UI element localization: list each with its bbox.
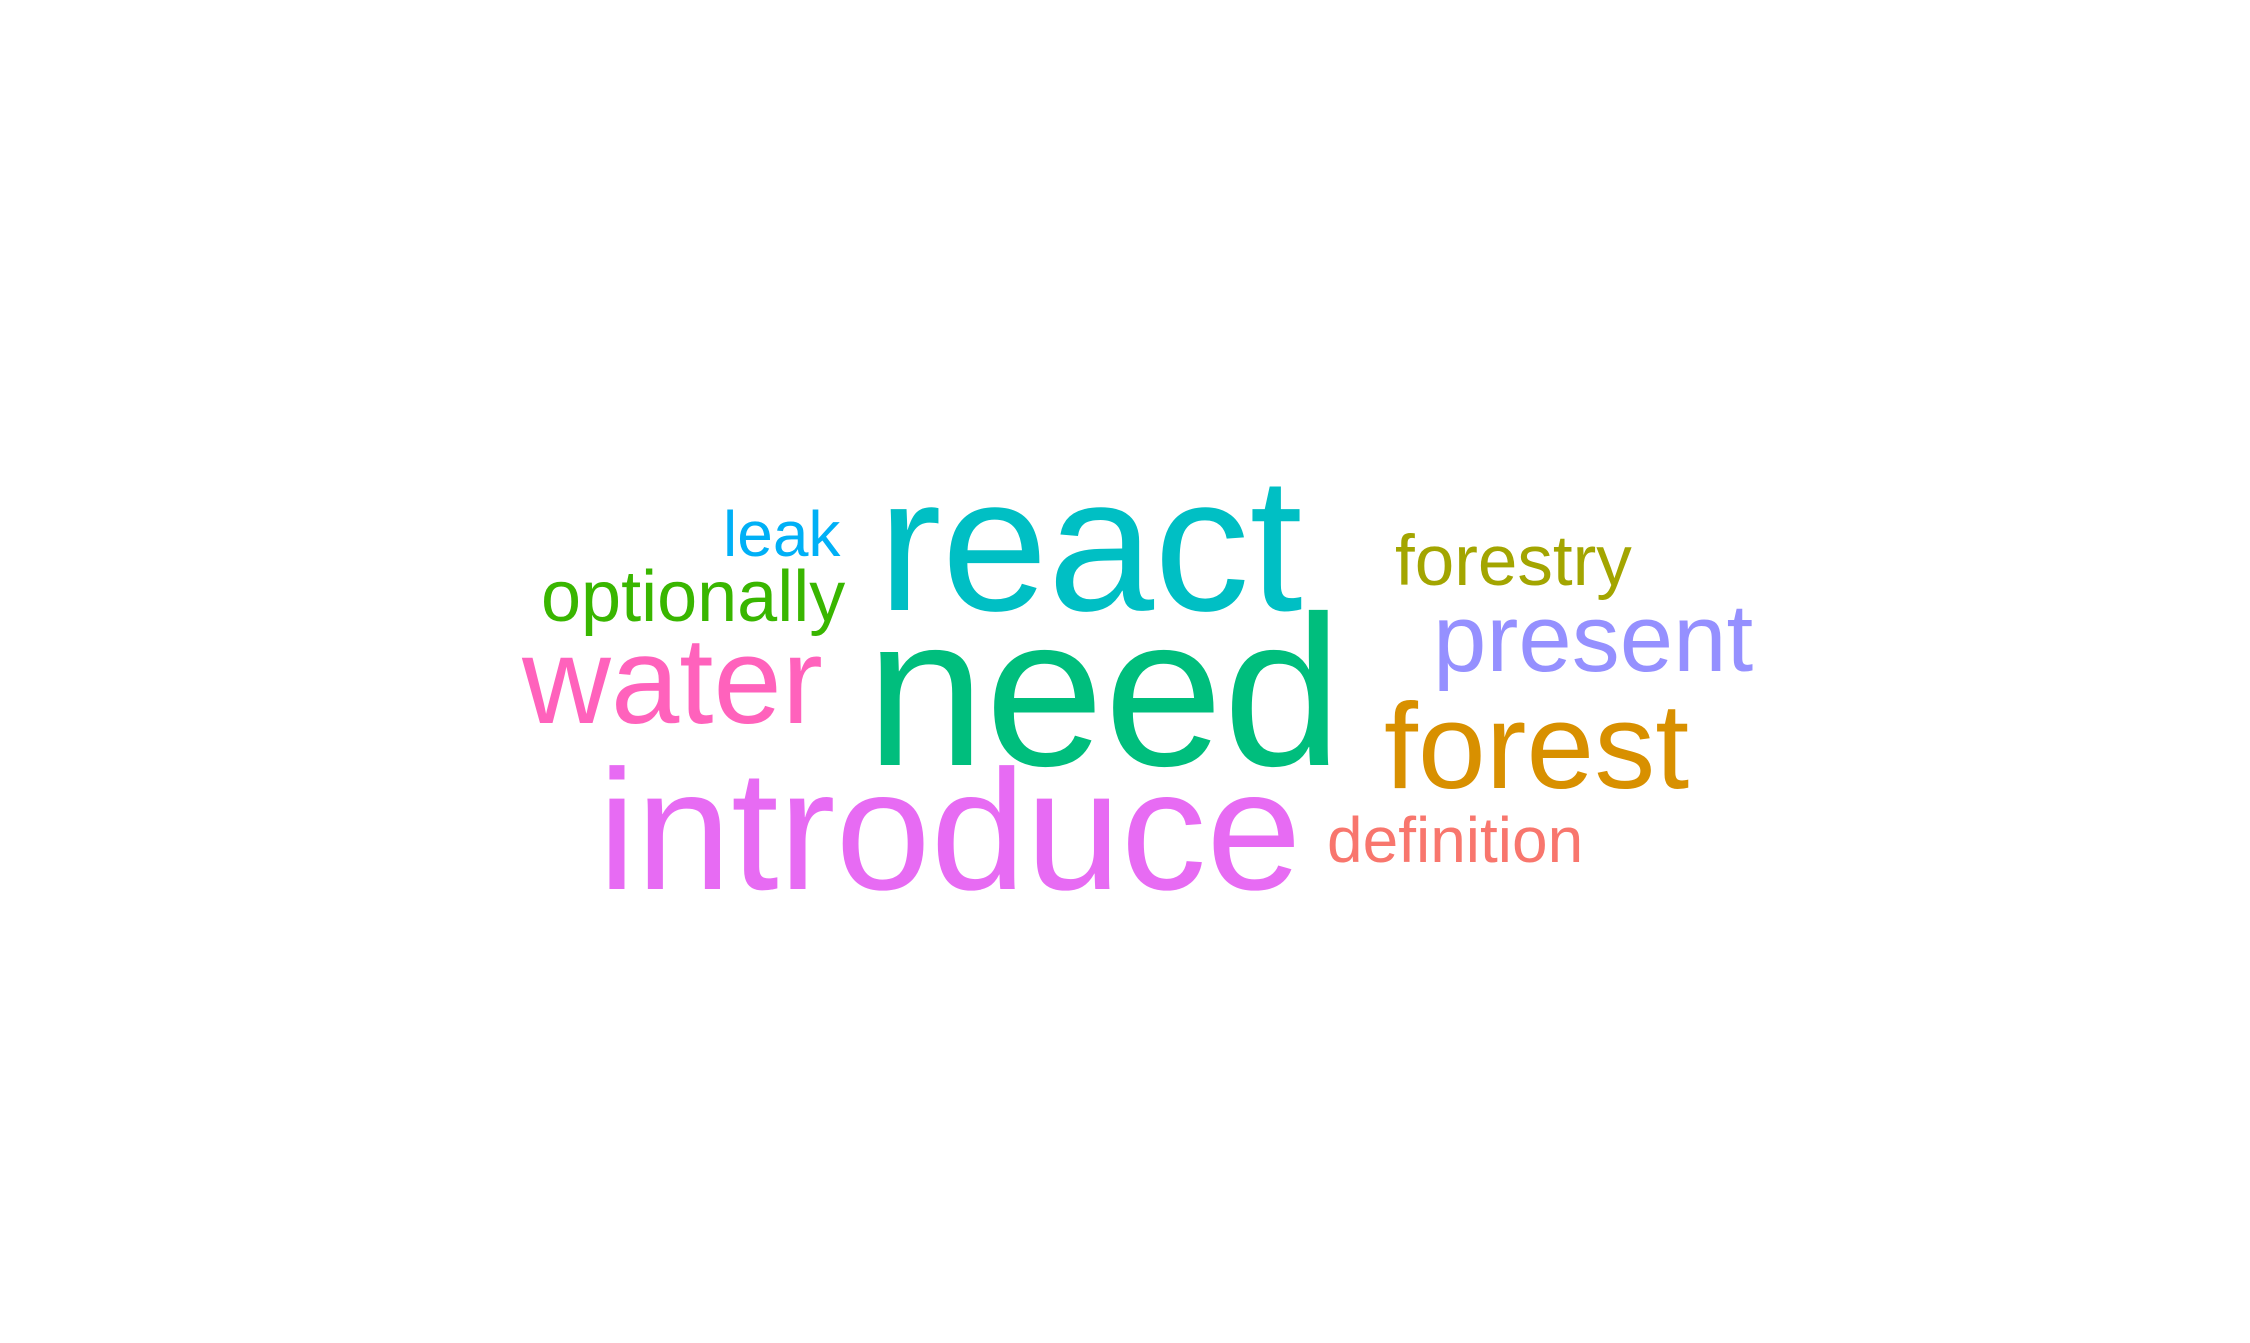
word-optionally: optionally — [541, 557, 846, 637]
word-need: need — [866, 572, 1343, 811]
word-forestry: forestry — [1395, 522, 1632, 601]
word-definition: definition — [1327, 804, 1584, 876]
word-present: present — [1433, 585, 1754, 692]
word-leak: leak — [723, 498, 841, 570]
word-forest: forest — [1384, 678, 1690, 814]
word-react: react — [878, 438, 1303, 651]
word-introduce: introduce — [598, 735, 1302, 926]
word-water: water — [522, 613, 823, 750]
